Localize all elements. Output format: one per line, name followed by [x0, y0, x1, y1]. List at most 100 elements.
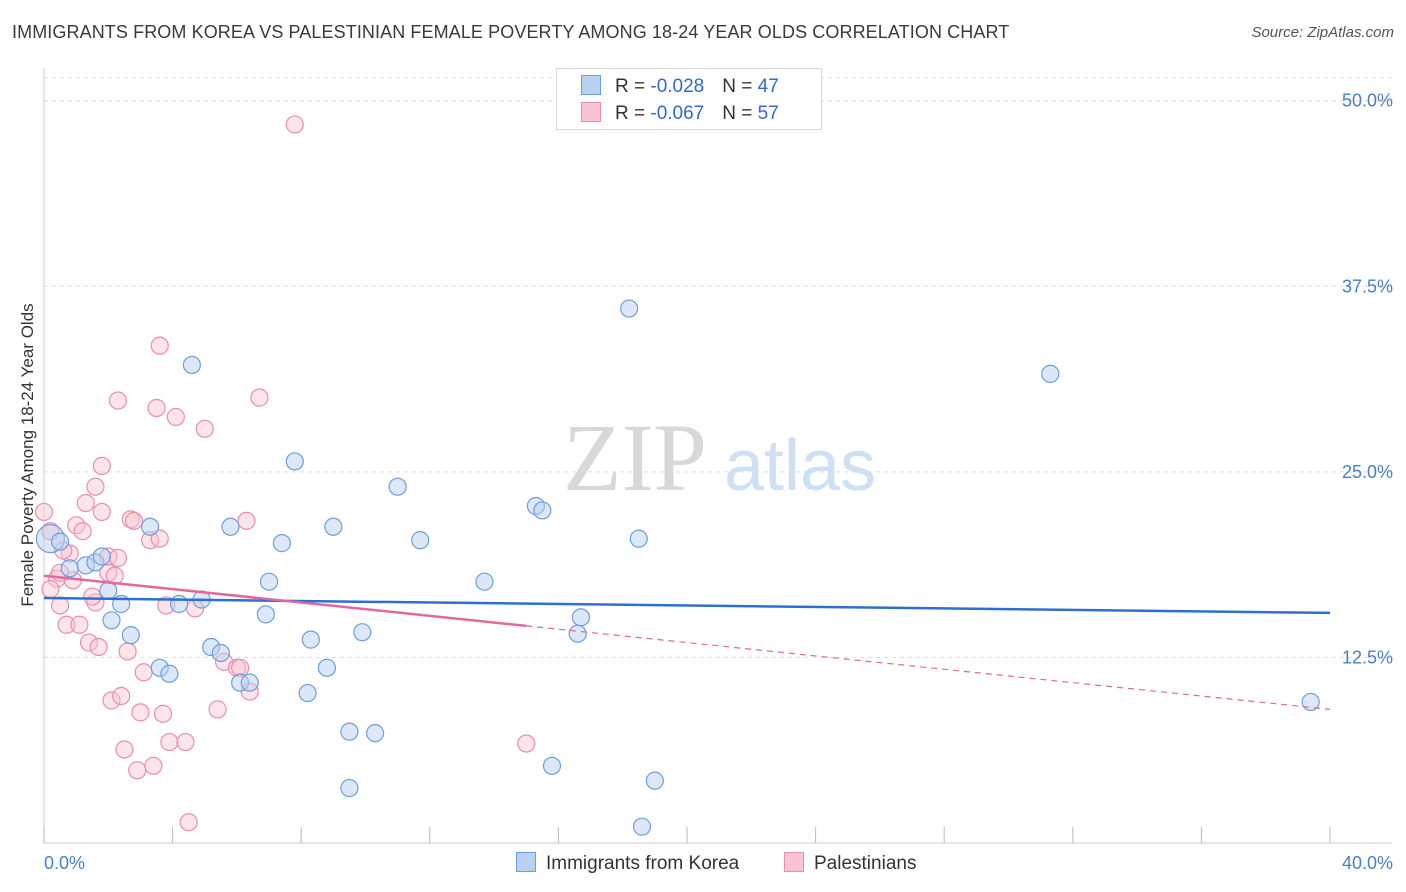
palestinians-point [34, 502, 54, 522]
palestinians-point [144, 756, 163, 775]
watermark-atlas: atlas [724, 426, 876, 506]
palestinians-trend-line [43, 574, 527, 628]
x-tick-label-min: 0.0% [44, 853, 85, 873]
palestinians-point [128, 761, 147, 780]
korea-point [301, 630, 320, 649]
palestinians-point [41, 580, 60, 599]
y-tick-label: 25.0% [1342, 462, 1393, 482]
palestinians-point [517, 734, 536, 753]
y-tick-label: 12.5% [1342, 647, 1393, 667]
legend-row-palestinians: R = -0.067 N = 57 [581, 102, 779, 125]
source-label: Source: ZipAtlas.com [1251, 24, 1394, 41]
korea-point [542, 756, 562, 775]
korea-point [317, 658, 337, 677]
palestinians-point [76, 493, 95, 513]
korea-n-label: N = [722, 76, 758, 97]
palestinians-point [160, 732, 179, 752]
korea-point [340, 722, 359, 741]
chart-title: IMMIGRANTS FROM KOREA VS PALESTINIAN FEM… [12, 22, 1010, 42]
korea-point [272, 534, 292, 553]
palestinians-point [150, 336, 169, 355]
korea-point [388, 477, 407, 496]
korea-point [285, 452, 304, 471]
palestinians-point [115, 740, 134, 759]
palestinians-point [108, 548, 128, 568]
palestinians-points [34, 115, 536, 832]
palestinians-point [108, 391, 128, 410]
palestinians-trend-extension [526, 625, 1331, 710]
bottom-korea-swatch [516, 852, 536, 872]
palestinians-point [118, 642, 137, 661]
bottom-pal-swatch [784, 852, 804, 872]
korea-point [102, 611, 121, 630]
palestinians-point [208, 700, 227, 719]
korea-point [221, 517, 240, 536]
bottom-korea-label: Immigrants from Korea [546, 853, 740, 874]
trend-lines [43, 574, 1331, 710]
bottom-legend-palestinians: Palestinians [784, 852, 916, 875]
palestinians-point [150, 529, 169, 548]
korea-point [324, 517, 343, 536]
palestinians-point [57, 615, 76, 634]
korea-r-label: R = [615, 76, 651, 97]
bottom-legend-korea: Immigrants from Korea [516, 852, 739, 875]
legend-row-korea: R = -0.028 N = 47 [581, 75, 779, 98]
palestinians-point [92, 456, 111, 476]
korea-point [632, 817, 652, 836]
y-tick-label: 50.0% [1342, 91, 1393, 111]
pal-r-value: -0.067 [650, 103, 705, 124]
korea-point [160, 664, 179, 683]
korea-point [169, 594, 189, 614]
korea-point [620, 299, 639, 318]
pal-r-label: R = [615, 103, 651, 124]
korea-point [353, 623, 372, 642]
palestinians-point [124, 511, 144, 530]
korea-point [571, 608, 591, 627]
korea-point [366, 724, 385, 743]
korea-point [240, 673, 259, 692]
palestinians-point [50, 596, 70, 615]
palestinians-point [92, 502, 111, 522]
palestinians-point [179, 813, 198, 832]
palestinians-point [86, 477, 105, 496]
palestinians-point [131, 703, 150, 722]
palestinians-point [147, 398, 166, 418]
korea-trend-line [43, 596, 1331, 615]
y-tick-label: 37.5% [1342, 276, 1393, 296]
pal-n-label: N = [722, 103, 758, 124]
korea-point [121, 626, 140, 645]
bottom-pal-label: Palestinians [814, 853, 917, 874]
korea-point [568, 624, 587, 643]
korea-point [411, 531, 430, 550]
palestinians-point [70, 615, 89, 634]
korea-point [211, 643, 230, 663]
korea-point [256, 605, 275, 624]
korea-point [60, 559, 79, 578]
palestinians-point [176, 732, 195, 752]
korea-point [99, 581, 118, 600]
palestinians-point [79, 633, 99, 652]
korea-points [35, 299, 1320, 836]
korea-point [1041, 364, 1060, 383]
axes [43, 68, 1392, 844]
watermark: ZIP atlas [563, 404, 876, 511]
watermark-zip: ZIP [563, 404, 707, 511]
korea-swatch [581, 75, 601, 95]
palestinians-swatch [581, 102, 601, 122]
korea-point [259, 572, 279, 591]
korea-point [298, 683, 317, 703]
grid-lines [44, 77, 1392, 658]
palestinians-point [102, 691, 121, 710]
korea-point [50, 532, 70, 551]
pal-n-value: 57 [757, 103, 779, 124]
korea-n-value: 47 [757, 76, 779, 97]
palestinians-point [285, 115, 304, 134]
korea-r-value: -0.028 [650, 76, 705, 97]
korea-point [140, 517, 160, 536]
palestinians-point [134, 663, 153, 682]
palestinians-point [195, 419, 214, 438]
palestinians-point [112, 686, 131, 706]
palestinians-point [237, 511, 256, 530]
palestinians-point [83, 587, 102, 606]
